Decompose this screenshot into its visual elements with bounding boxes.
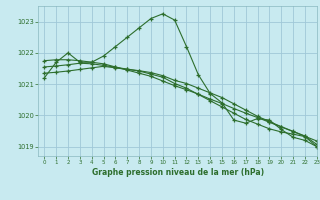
X-axis label: Graphe pression niveau de la mer (hPa): Graphe pression niveau de la mer (hPa) bbox=[92, 168, 264, 177]
